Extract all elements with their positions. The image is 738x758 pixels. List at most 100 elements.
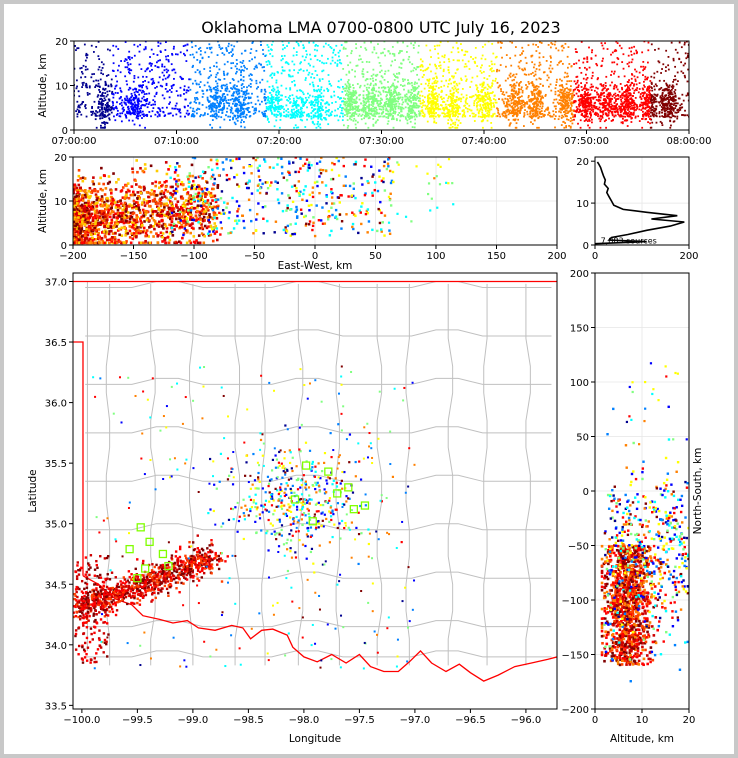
source-point xyxy=(539,91,542,94)
source-point xyxy=(330,95,333,98)
source-point xyxy=(471,112,474,115)
source-point xyxy=(347,124,350,127)
source-point xyxy=(264,98,267,101)
source-point xyxy=(522,100,524,103)
source-point xyxy=(399,96,402,99)
source-point xyxy=(452,88,455,91)
source-point xyxy=(412,87,415,89)
source-point xyxy=(402,107,405,110)
source-point xyxy=(329,82,331,85)
source-point xyxy=(329,46,332,48)
source-point xyxy=(477,91,480,93)
source-point xyxy=(450,102,452,105)
source-point xyxy=(114,87,116,90)
source-point xyxy=(584,98,587,101)
source-point xyxy=(100,126,102,129)
source-point xyxy=(477,115,480,118)
source-point xyxy=(115,105,118,108)
source-point xyxy=(422,112,425,114)
source-point xyxy=(512,108,514,111)
source-point xyxy=(674,48,677,51)
source-point xyxy=(377,90,380,93)
source-point xyxy=(300,106,302,109)
source-point xyxy=(471,76,474,79)
source-point xyxy=(507,95,510,98)
source-point xyxy=(389,101,392,104)
source-point xyxy=(589,102,592,105)
source-point xyxy=(310,76,313,79)
source-point xyxy=(340,78,343,81)
source-point xyxy=(395,85,398,88)
source-point xyxy=(434,65,437,67)
source-point xyxy=(351,97,353,100)
source-point xyxy=(528,99,531,101)
source-point xyxy=(272,41,274,43)
source-point xyxy=(210,103,212,106)
source-point xyxy=(507,113,510,116)
source-point xyxy=(194,71,197,74)
source-point xyxy=(407,89,410,92)
source-point xyxy=(554,126,556,129)
source-point xyxy=(368,116,371,119)
source-point xyxy=(576,89,579,91)
source-point xyxy=(547,44,550,46)
source-point xyxy=(223,74,226,77)
source-point xyxy=(430,70,432,73)
source-point xyxy=(650,43,653,46)
source-point xyxy=(417,51,420,54)
source-point xyxy=(534,111,537,114)
source-point xyxy=(319,126,322,129)
source-point xyxy=(220,102,222,104)
source-point xyxy=(538,56,541,59)
source-point xyxy=(244,49,246,52)
source-point xyxy=(497,86,500,89)
source-point xyxy=(358,113,361,116)
source-point xyxy=(217,41,219,43)
source-point xyxy=(567,105,570,108)
source-point xyxy=(375,90,378,93)
source-point xyxy=(327,123,330,126)
source-point xyxy=(429,49,432,52)
source-point xyxy=(602,47,605,50)
source-point xyxy=(473,104,476,107)
source-point xyxy=(349,105,352,108)
source-point xyxy=(503,93,506,96)
source-point xyxy=(189,54,192,56)
source-point xyxy=(142,91,145,93)
source-point xyxy=(519,106,522,108)
source-point xyxy=(463,111,466,114)
source-point xyxy=(556,101,559,104)
source-point xyxy=(416,104,419,107)
source-point xyxy=(365,115,367,118)
source-point xyxy=(141,117,143,119)
source-point xyxy=(488,108,491,110)
source-point xyxy=(365,48,368,51)
source-point xyxy=(220,85,223,88)
source-point xyxy=(151,110,154,113)
source-point xyxy=(414,106,416,109)
source-point xyxy=(464,63,467,65)
source-point xyxy=(523,73,526,76)
source-point xyxy=(516,115,518,118)
source-point xyxy=(235,91,238,94)
source-point xyxy=(580,41,583,43)
source-point xyxy=(565,83,568,86)
source-point xyxy=(432,115,435,117)
source-point xyxy=(451,75,453,78)
source-point xyxy=(518,111,521,114)
source-point xyxy=(352,108,354,111)
source-point xyxy=(484,115,487,117)
source-point xyxy=(319,112,322,115)
source-point xyxy=(394,87,397,90)
source-point xyxy=(581,100,583,102)
source-point xyxy=(619,106,622,109)
source-point xyxy=(273,109,276,112)
source-point xyxy=(371,87,374,90)
source-point xyxy=(461,115,464,118)
source-point xyxy=(365,114,368,116)
source-point xyxy=(126,66,129,69)
source-point xyxy=(583,57,585,60)
source-point xyxy=(546,74,549,77)
source-point xyxy=(431,102,433,104)
source-point xyxy=(435,107,438,110)
